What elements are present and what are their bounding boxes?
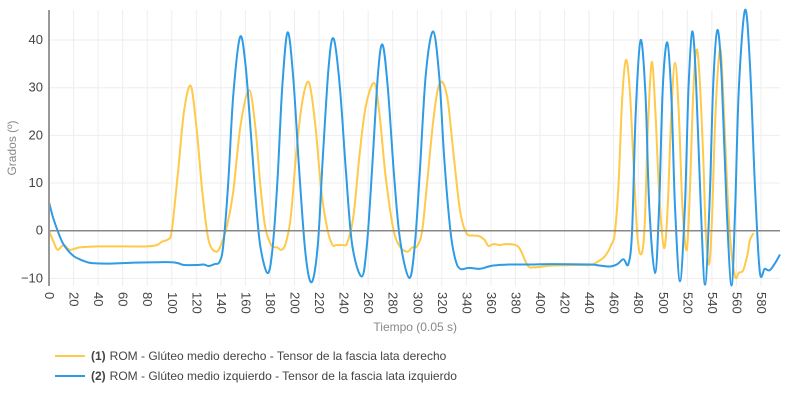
legend-swatch-2 — [55, 375, 85, 377]
x-tick-label: 420 — [558, 292, 573, 314]
x-tick-label: 400 — [533, 292, 548, 314]
legend-label-2: ROM - Glúteo medio izquierdo - Tensor de… — [109, 369, 457, 383]
x-tick-label: 560 — [729, 292, 744, 314]
x-tick-label: 280 — [386, 292, 401, 314]
x-tick-label: 240 — [337, 292, 352, 314]
legend-item-2[interactable]: (2) ROM - Glúteo medio izquierdo - Tenso… — [55, 369, 457, 383]
x-tick-label: 80 — [140, 292, 155, 306]
legend-index-2: (2) — [91, 369, 106, 383]
x-tick-label: 320 — [435, 292, 450, 314]
x-tick-label: 0 — [42, 292, 57, 299]
x-tick-label: 120 — [189, 292, 204, 314]
y-axis-title: Grados (º) — [5, 120, 19, 175]
y-tick-label: 30 — [29, 80, 43, 95]
legend-item-1[interactable]: (1) ROM - Glúteo medio derecho - Tensor … — [55, 349, 446, 363]
series-group — [48, 8, 781, 287]
x-tick-label: 360 — [484, 292, 499, 314]
x-tick-label: 340 — [459, 292, 474, 314]
y-tick-label: 0 — [36, 223, 43, 238]
x-axis-title: Tiempo (0.05 s) — [373, 320, 457, 334]
legend-index-1: (1) — [91, 349, 106, 363]
legend-swatch-1 — [55, 355, 85, 357]
axes: 0 20 40 60 80 100 120 140 160 180 200 220 240 260 280 3… — [21, 10, 780, 314]
x-tick-label: 40 — [91, 292, 106, 306]
x-tick-label: 480 — [631, 292, 646, 314]
x-tick-label: 520 — [680, 292, 695, 314]
legend-label-1: ROM - Glúteo medio derecho - Tensor de l… — [109, 349, 447, 363]
x-tick-label: 140 — [214, 292, 229, 314]
x-tick-label: 60 — [116, 292, 131, 306]
x-tick-label: 200 — [288, 292, 303, 314]
x-tick-label: 380 — [508, 292, 523, 314]
x-tick-label: 300 — [410, 292, 425, 314]
x-tick-label: 540 — [705, 292, 720, 314]
x-tick-label: 220 — [312, 292, 327, 314]
x-tick-label: 160 — [238, 292, 253, 314]
y-tick-label: 20 — [29, 127, 43, 142]
y-tick-label: 40 — [29, 32, 43, 47]
x-tick-label: 260 — [361, 292, 376, 314]
x-tick-label: 580 — [754, 292, 769, 314]
x-tick-label: 500 — [656, 292, 671, 314]
x-tick-label: 460 — [607, 292, 622, 314]
x-tick-label: 20 — [67, 292, 82, 306]
series-line-2 — [48, 8, 781, 287]
x-tick-label: 100 — [165, 292, 180, 314]
series-line-1 — [48, 48, 755, 280]
x-tick-label: 180 — [263, 292, 278, 314]
x-tick-label: 440 — [582, 292, 597, 314]
y-tick-label: −10 — [21, 270, 43, 285]
y-tick-label: 10 — [29, 175, 43, 190]
